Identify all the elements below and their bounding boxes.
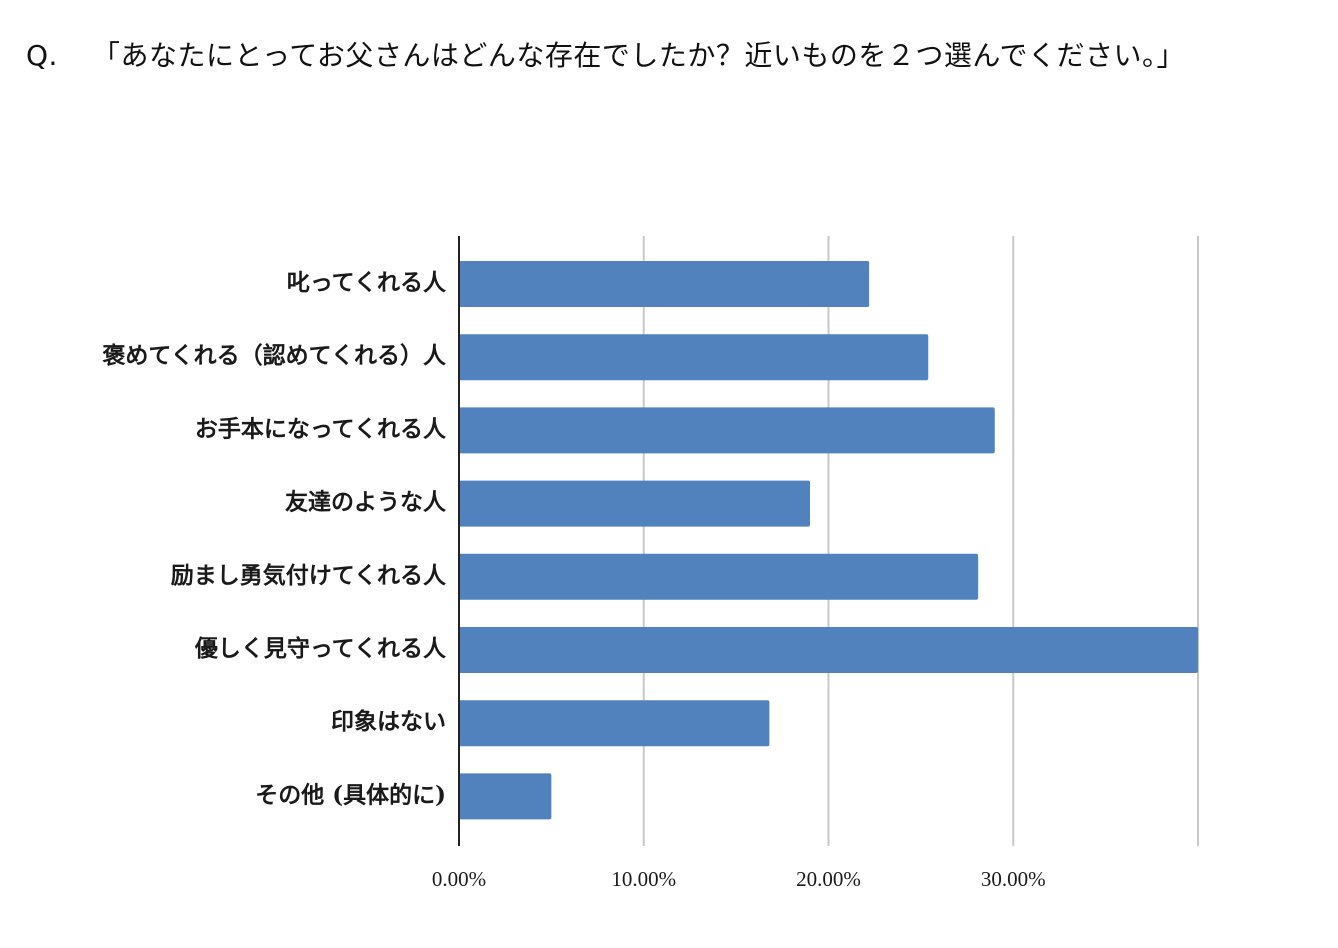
category-label-1: 褒めてくれる（認めてくれる）人 [101,342,447,369]
category-label-3: 友達のような人 [285,489,447,516]
x-tick-label-0: 0.00% [432,867,486,891]
bar-0 [459,261,870,307]
x-tick-label-3: 30.00% [981,867,1046,891]
x-tick-label-1: 10.00% [611,867,676,891]
question-text: Q. 「あなたにとってお父さんはどんな存在でしたか？近いものを２つ選んでください。… [26,36,1186,76]
category-label-2: お手本になってくれる人 [195,415,447,442]
bar-7 [459,773,552,820]
category-label-7: その他 (具体的に) [255,781,446,808]
question-prefix: Q. [26,39,58,72]
category-label-5: 優しく見守ってくれる人 [194,635,447,662]
bar-5 [459,627,1198,673]
bar-4 [459,553,979,600]
bar-2 [459,407,995,454]
x-tick-label-2: 20.00% [796,867,861,891]
category-label-4: 励まし勇気付けてくれる人 [171,562,447,589]
bar-6 [459,700,770,747]
question-body: 「あなたにとってお父さんはどんな存在でしたか？近いものを２つ選んでください。」 [91,39,1185,72]
category-label-0: 叱ってくれる人 [287,269,447,296]
category-label-6: 印象はない [331,708,446,735]
bar-1 [459,334,929,381]
bar-3 [459,480,811,527]
